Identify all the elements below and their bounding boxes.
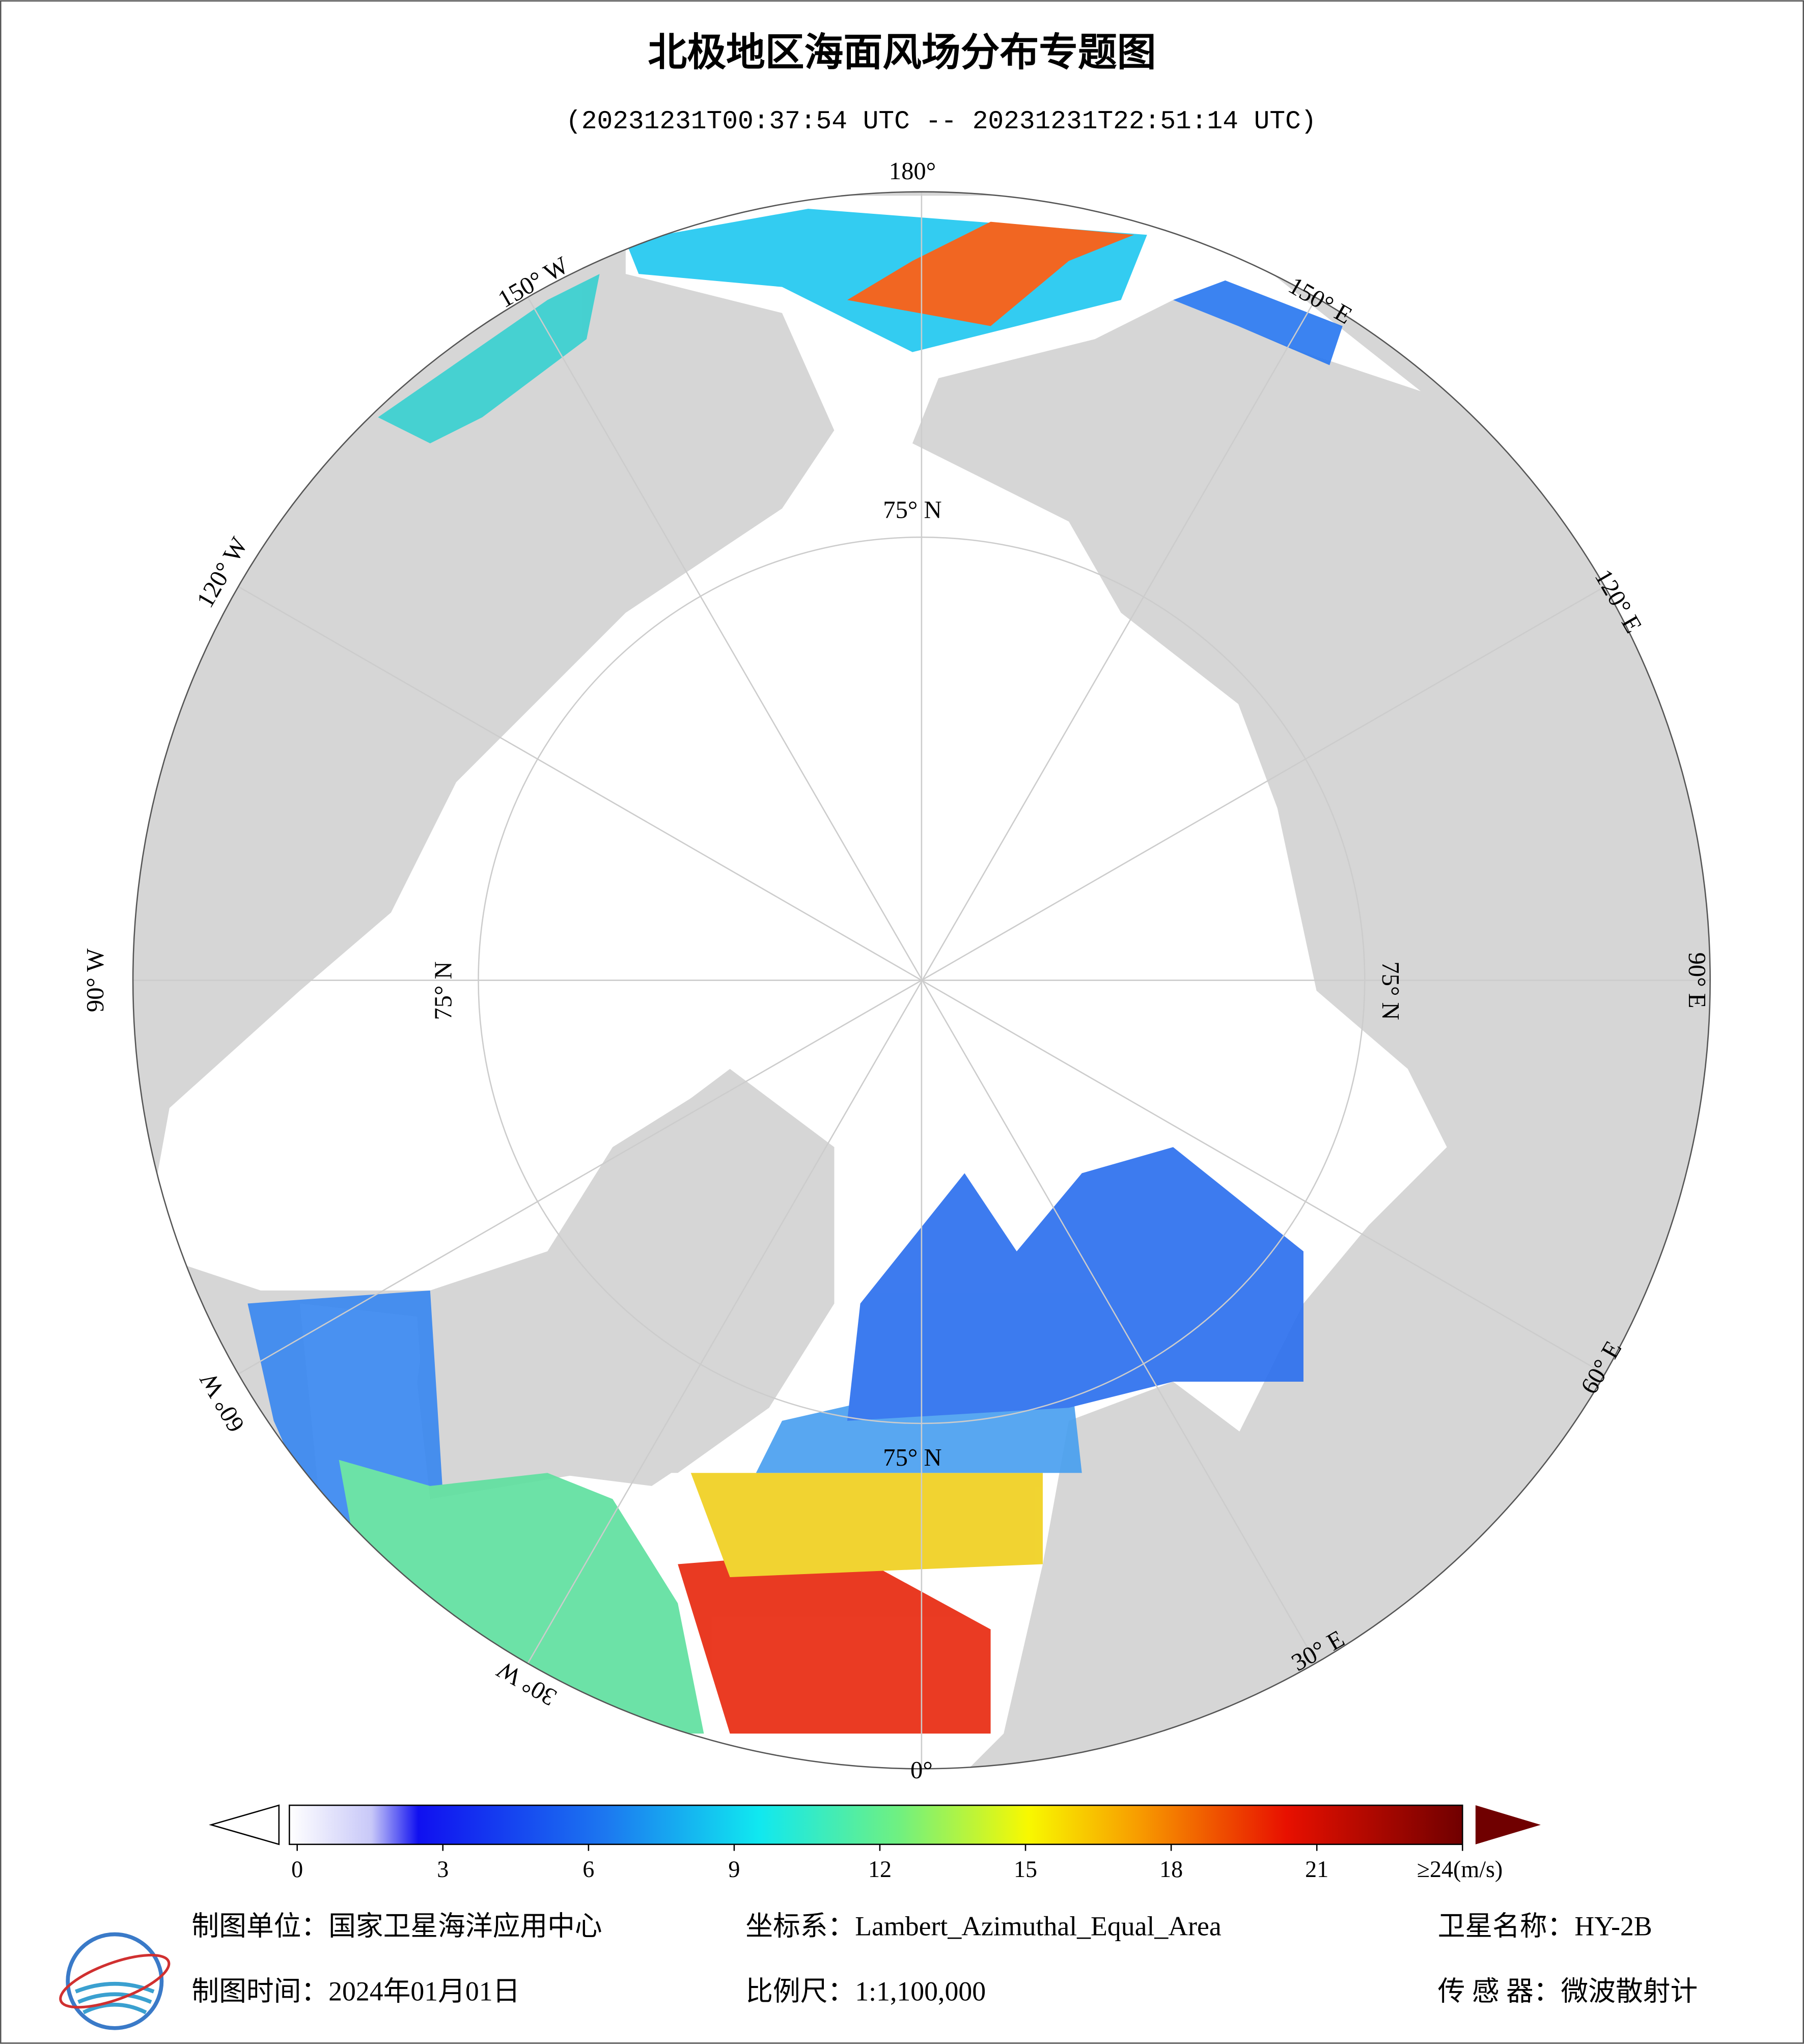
lat-label: 75° N bbox=[1377, 961, 1404, 1020]
greenland bbox=[417, 1082, 835, 1499]
colorbar-min-arrow bbox=[209, 1804, 280, 1845]
footer-text: 卫星名称：HY-2B bbox=[1438, 1911, 1652, 1942]
title: 北极地区海面风场分布专题图 bbox=[648, 30, 1156, 75]
lat-label: 75° N bbox=[883, 496, 941, 524]
colorbar-bar bbox=[289, 1804, 1463, 1845]
colorbar-tick-label: 3 bbox=[437, 1856, 449, 1882]
colorbar: 0 3 6 9 12 15 18 21 ≥24(m/s) bbox=[209, 1804, 1541, 1882]
colorbar-tick-label: ≥24(m/s) bbox=[1417, 1856, 1503, 1882]
footer: 制图单位：国家卫星海洋应用中心 坐标系：Lambert_Azimuthal_Eq… bbox=[59, 1911, 1698, 2030]
colorbar-tick-label: 9 bbox=[728, 1856, 740, 1882]
graticule bbox=[133, 191, 1710, 1769]
lon-label: 0° bbox=[910, 1756, 933, 1784]
colorbar-tick-label: 18 bbox=[1159, 1856, 1183, 1882]
scandinavia bbox=[1042, 1382, 1303, 1747]
lat-label: 75° N bbox=[883, 1444, 941, 1471]
map bbox=[133, 191, 1710, 1769]
footer-text: 坐标系：Lambert_Azimuthal_Equal_Area bbox=[745, 1911, 1222, 1942]
colorbar-max-arrow bbox=[1475, 1805, 1541, 1844]
wind-field bbox=[247, 209, 1343, 1734]
colorbar-tick-label: 0 bbox=[291, 1856, 303, 1882]
logo bbox=[59, 1932, 171, 2030]
colorbar-tick-label: 21 bbox=[1305, 1856, 1328, 1882]
footer-text: 传 感 器：微波散射计 bbox=[1438, 1976, 1698, 2007]
footer-text: 制图时间：2024年01月01日 bbox=[191, 1976, 520, 2007]
colorbar-tick-label: 6 bbox=[582, 1856, 594, 1882]
lon-label: 180° bbox=[889, 157, 936, 185]
subtitle: (20231231T00:37:54 UTC -- 20231231T22:51… bbox=[566, 107, 1316, 136]
footer-text: 制图单位：国家卫星海洋应用中心 bbox=[191, 1911, 602, 1942]
lon-label: 90° W bbox=[81, 948, 109, 1012]
lon-label: 90° E bbox=[1683, 953, 1711, 1009]
colorbar-tick-label: 12 bbox=[868, 1856, 892, 1882]
lat-label: 75° N bbox=[430, 961, 457, 1020]
footer-text: 比例尺：1:1,100,000 bbox=[745, 1976, 986, 2007]
map-outline bbox=[132, 191, 1711, 1770]
colorbar-tick-label: 15 bbox=[1014, 1856, 1037, 1882]
